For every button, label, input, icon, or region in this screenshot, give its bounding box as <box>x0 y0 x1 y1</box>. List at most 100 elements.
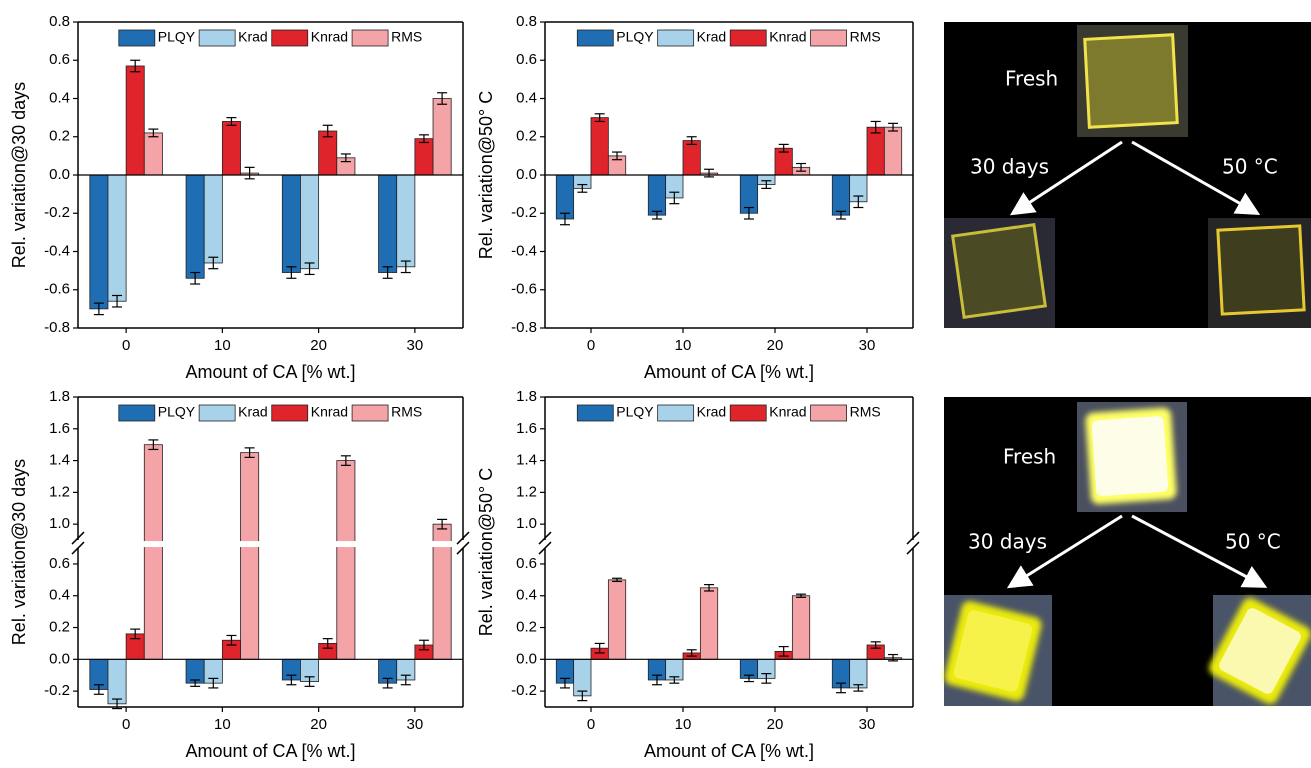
legend-swatch <box>198 29 236 47</box>
error-bar <box>743 674 754 683</box>
y-tick-label: -0.2 <box>511 204 537 221</box>
legend-label: PLQY <box>616 404 654 420</box>
error-bar <box>322 638 333 649</box>
error-bar <box>686 649 697 657</box>
x-tick-label: 10 <box>214 716 231 733</box>
bar <box>107 658 127 705</box>
x-axis-label: Amount of CA [% wt.] <box>185 362 355 382</box>
error-bar <box>612 577 623 583</box>
legend-label: Knrad <box>769 29 806 45</box>
y-tick-label: 0.6 <box>516 51 537 68</box>
legend-label: Knrad <box>769 404 806 420</box>
bar <box>203 174 223 264</box>
y-tick-label: -0.4 <box>44 242 70 259</box>
legend-swatch <box>810 404 847 422</box>
y-tick-label: 0.6 <box>516 555 537 572</box>
y-tick-label: -0.6 <box>44 281 70 298</box>
legend-swatch <box>657 29 695 47</box>
error-bar <box>577 690 588 702</box>
y-tick-label: 0.4 <box>516 89 537 106</box>
bar <box>143 444 163 660</box>
bar <box>336 460 356 660</box>
bar <box>647 174 667 216</box>
error-bar <box>651 674 662 686</box>
error-bar <box>704 584 715 592</box>
photo-label: 30 days <box>970 155 1049 179</box>
photo-label: 50 °C <box>1225 530 1281 554</box>
error-bar <box>796 162 807 172</box>
error-bar <box>130 59 141 73</box>
error-bar <box>669 191 680 205</box>
bar <box>281 174 301 273</box>
legend-swatch <box>198 404 236 422</box>
error-bar <box>669 676 680 684</box>
y-tick-label: 0.4 <box>49 89 70 106</box>
y-tick-label: 1.0 <box>516 515 537 532</box>
legend-label: Krad <box>697 404 727 420</box>
bar <box>143 132 163 176</box>
y-tick-label: 0.0 <box>516 166 537 183</box>
y-tick-label: 0.8 <box>516 13 537 30</box>
bar <box>185 174 205 279</box>
y-tick-label: 0.2 <box>49 618 70 635</box>
photo-label: 50 °C <box>1222 155 1278 179</box>
legend: PLQY Krad Knrad RMS <box>118 29 422 47</box>
legend-label: RMS <box>391 29 422 45</box>
error-bar <box>761 673 772 684</box>
legend-label: RMS <box>850 404 881 420</box>
error-bar <box>853 684 864 692</box>
error-bar <box>112 294 123 308</box>
x-tick-label: 20 <box>310 337 327 354</box>
legend-label: PLQY <box>158 29 196 45</box>
bar <box>240 452 260 660</box>
error-bar <box>418 134 429 144</box>
error-bar <box>594 642 605 654</box>
photo-label: Fresh <box>1003 445 1056 469</box>
bar <box>699 587 719 660</box>
error-bar <box>418 639 429 651</box>
error-bar <box>400 260 411 274</box>
error-bar <box>130 628 141 640</box>
x-axis-label: Amount of CA [% wt.] <box>644 741 814 761</box>
error-bar <box>778 143 789 153</box>
error-bar <box>835 210 846 220</box>
y-axis-label: Rel. variation@50° C <box>476 468 496 637</box>
legend: PLQY Krad Knrad RMS <box>118 404 422 422</box>
error-bar <box>835 682 846 694</box>
error-bar <box>190 679 201 687</box>
y-tick-label: 0.6 <box>49 51 70 68</box>
legend-swatch <box>657 404 695 422</box>
bar <box>555 174 575 220</box>
bar <box>590 117 609 176</box>
bar <box>89 174 109 310</box>
y-axis-label: Rel. variation@30 days <box>9 82 29 268</box>
error-bar <box>93 684 104 695</box>
bar <box>318 130 338 176</box>
y-tick-label: 1.0 <box>49 515 70 532</box>
error-bar <box>286 266 297 279</box>
error-bar <box>226 117 237 126</box>
y-tick-label: 0.2 <box>516 128 537 145</box>
legend-swatch <box>271 29 309 47</box>
x-axis-label: Amount of CA [% wt.] <box>644 362 814 382</box>
y-tick-label: -0.2 <box>44 682 70 699</box>
axis-break-gap <box>537 541 921 548</box>
error-bar <box>148 128 159 138</box>
error-bar <box>208 677 219 689</box>
x-axis-label: Amount of CA [% wt.] <box>185 741 355 761</box>
error-bar <box>577 183 588 193</box>
y-tick-label: -0.2 <box>44 204 70 221</box>
legend-label: Krad <box>697 29 727 45</box>
bar <box>125 65 145 176</box>
error-bar <box>686 136 697 145</box>
error-bar <box>322 124 333 138</box>
chart: -0.8 -0.6 -0.4 -0.2 0.0 0.2 0.4 0.6 0.8 0 10 20 30 Am… <box>9 13 464 382</box>
y-tick-label: 1.6 <box>49 420 70 437</box>
error-bar <box>888 122 899 132</box>
y-tick-label: 0.2 <box>49 128 70 145</box>
error-bar <box>651 210 662 220</box>
y-tick-label: 0.0 <box>516 650 537 667</box>
y-tick-label: 0.0 <box>49 650 70 667</box>
